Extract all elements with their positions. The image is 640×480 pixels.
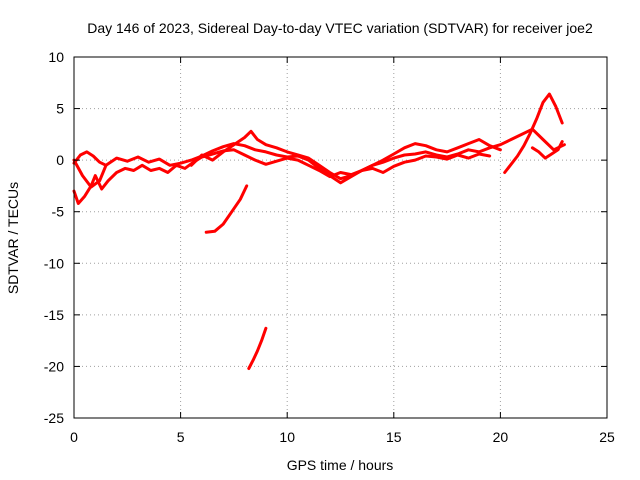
data-series (72, 92, 566, 370)
y-tick-label: -10 (44, 255, 64, 271)
series-line-trace-c (189, 129, 502, 181)
grid (74, 57, 607, 418)
chart-title: Day 146 of 2023, Sidereal Day-to-day VTE… (87, 20, 593, 36)
series-line-trace-a (72, 127, 566, 185)
y-tick-label: -5 (52, 204, 65, 220)
y-tick-label: -15 (44, 307, 64, 323)
series-line-trace-h (247, 326, 268, 370)
y-tick-label: 5 (56, 101, 64, 117)
x-tick-label: 25 (599, 429, 615, 445)
x-tick-label: 0 (70, 429, 78, 445)
y-tick-label: -20 (44, 358, 64, 374)
x-tick-label: 10 (279, 429, 295, 445)
x-tick-label: 15 (386, 429, 402, 445)
y-tick-label: 10 (48, 49, 64, 65)
y-tick-label: -25 (44, 410, 64, 426)
series-line-trace-b (72, 148, 492, 205)
series-line-trace-f (72, 158, 108, 189)
x-axis-label: GPS time / hours (287, 457, 394, 473)
series-line-trace-d (503, 92, 564, 174)
x-tick-label: 5 (177, 429, 185, 445)
series-line-trace-g (204, 184, 249, 234)
axis-ticks: 0 5 10 15 20 25 10 5 0 -5 -10 -15 -20 -25 (44, 49, 615, 445)
x-tick-label: 20 (493, 429, 509, 445)
y-tick-label: 0 (56, 152, 64, 168)
y-axis-label: SDTVAR / TECUs (5, 182, 21, 294)
plot-frame (73, 56, 608, 419)
series-line-trace-e (530, 140, 564, 160)
